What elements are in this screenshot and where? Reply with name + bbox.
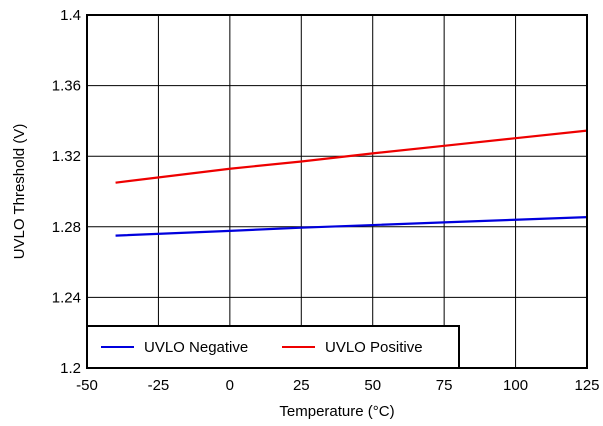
x-tick-label: -50 <box>76 377 98 394</box>
legend-label-uvlo-negative: UVLO Negative <box>144 339 248 356</box>
x-tick-label: 75 <box>436 377 453 394</box>
legend: UVLO Negative UVLO Positive <box>86 325 460 369</box>
x-axis-title: Temperature (°C) <box>279 403 394 420</box>
series-line-uvlo-positive <box>115 129 588 184</box>
legend-label-uvlo-positive: UVLO Positive <box>325 339 423 356</box>
legend-box <box>86 325 460 369</box>
x-tick-label: 0 <box>226 377 234 394</box>
y-axis-title: UVLO Threshold (V) <box>11 124 28 260</box>
y-tick-labels: 1.2 1.24 1.28 1.32 1.36 1.4 <box>52 7 81 377</box>
y-tick-label: 1.24 <box>52 289 81 306</box>
y-tick-label: 1.4 <box>60 7 81 24</box>
x-tick-label: 25 <box>293 377 310 394</box>
series-lines <box>115 129 588 237</box>
grid <box>86 14 588 369</box>
x-tick-labels: -50 -25 0 25 50 75 100 125 <box>76 377 599 394</box>
series-line-uvlo-negative <box>115 215 588 237</box>
x-tick-label: 100 <box>503 377 528 394</box>
x-tick-label: -25 <box>148 377 170 394</box>
y-tick-label: 1.32 <box>52 148 81 165</box>
y-tick-label: 1.28 <box>52 219 81 236</box>
y-tick-label: 1.36 <box>52 78 81 95</box>
plot-frame <box>86 14 588 369</box>
y-tick-label: 1.2 <box>60 360 81 377</box>
x-tick-label: 125 <box>574 377 599 394</box>
x-tick-label: 50 <box>364 377 381 394</box>
